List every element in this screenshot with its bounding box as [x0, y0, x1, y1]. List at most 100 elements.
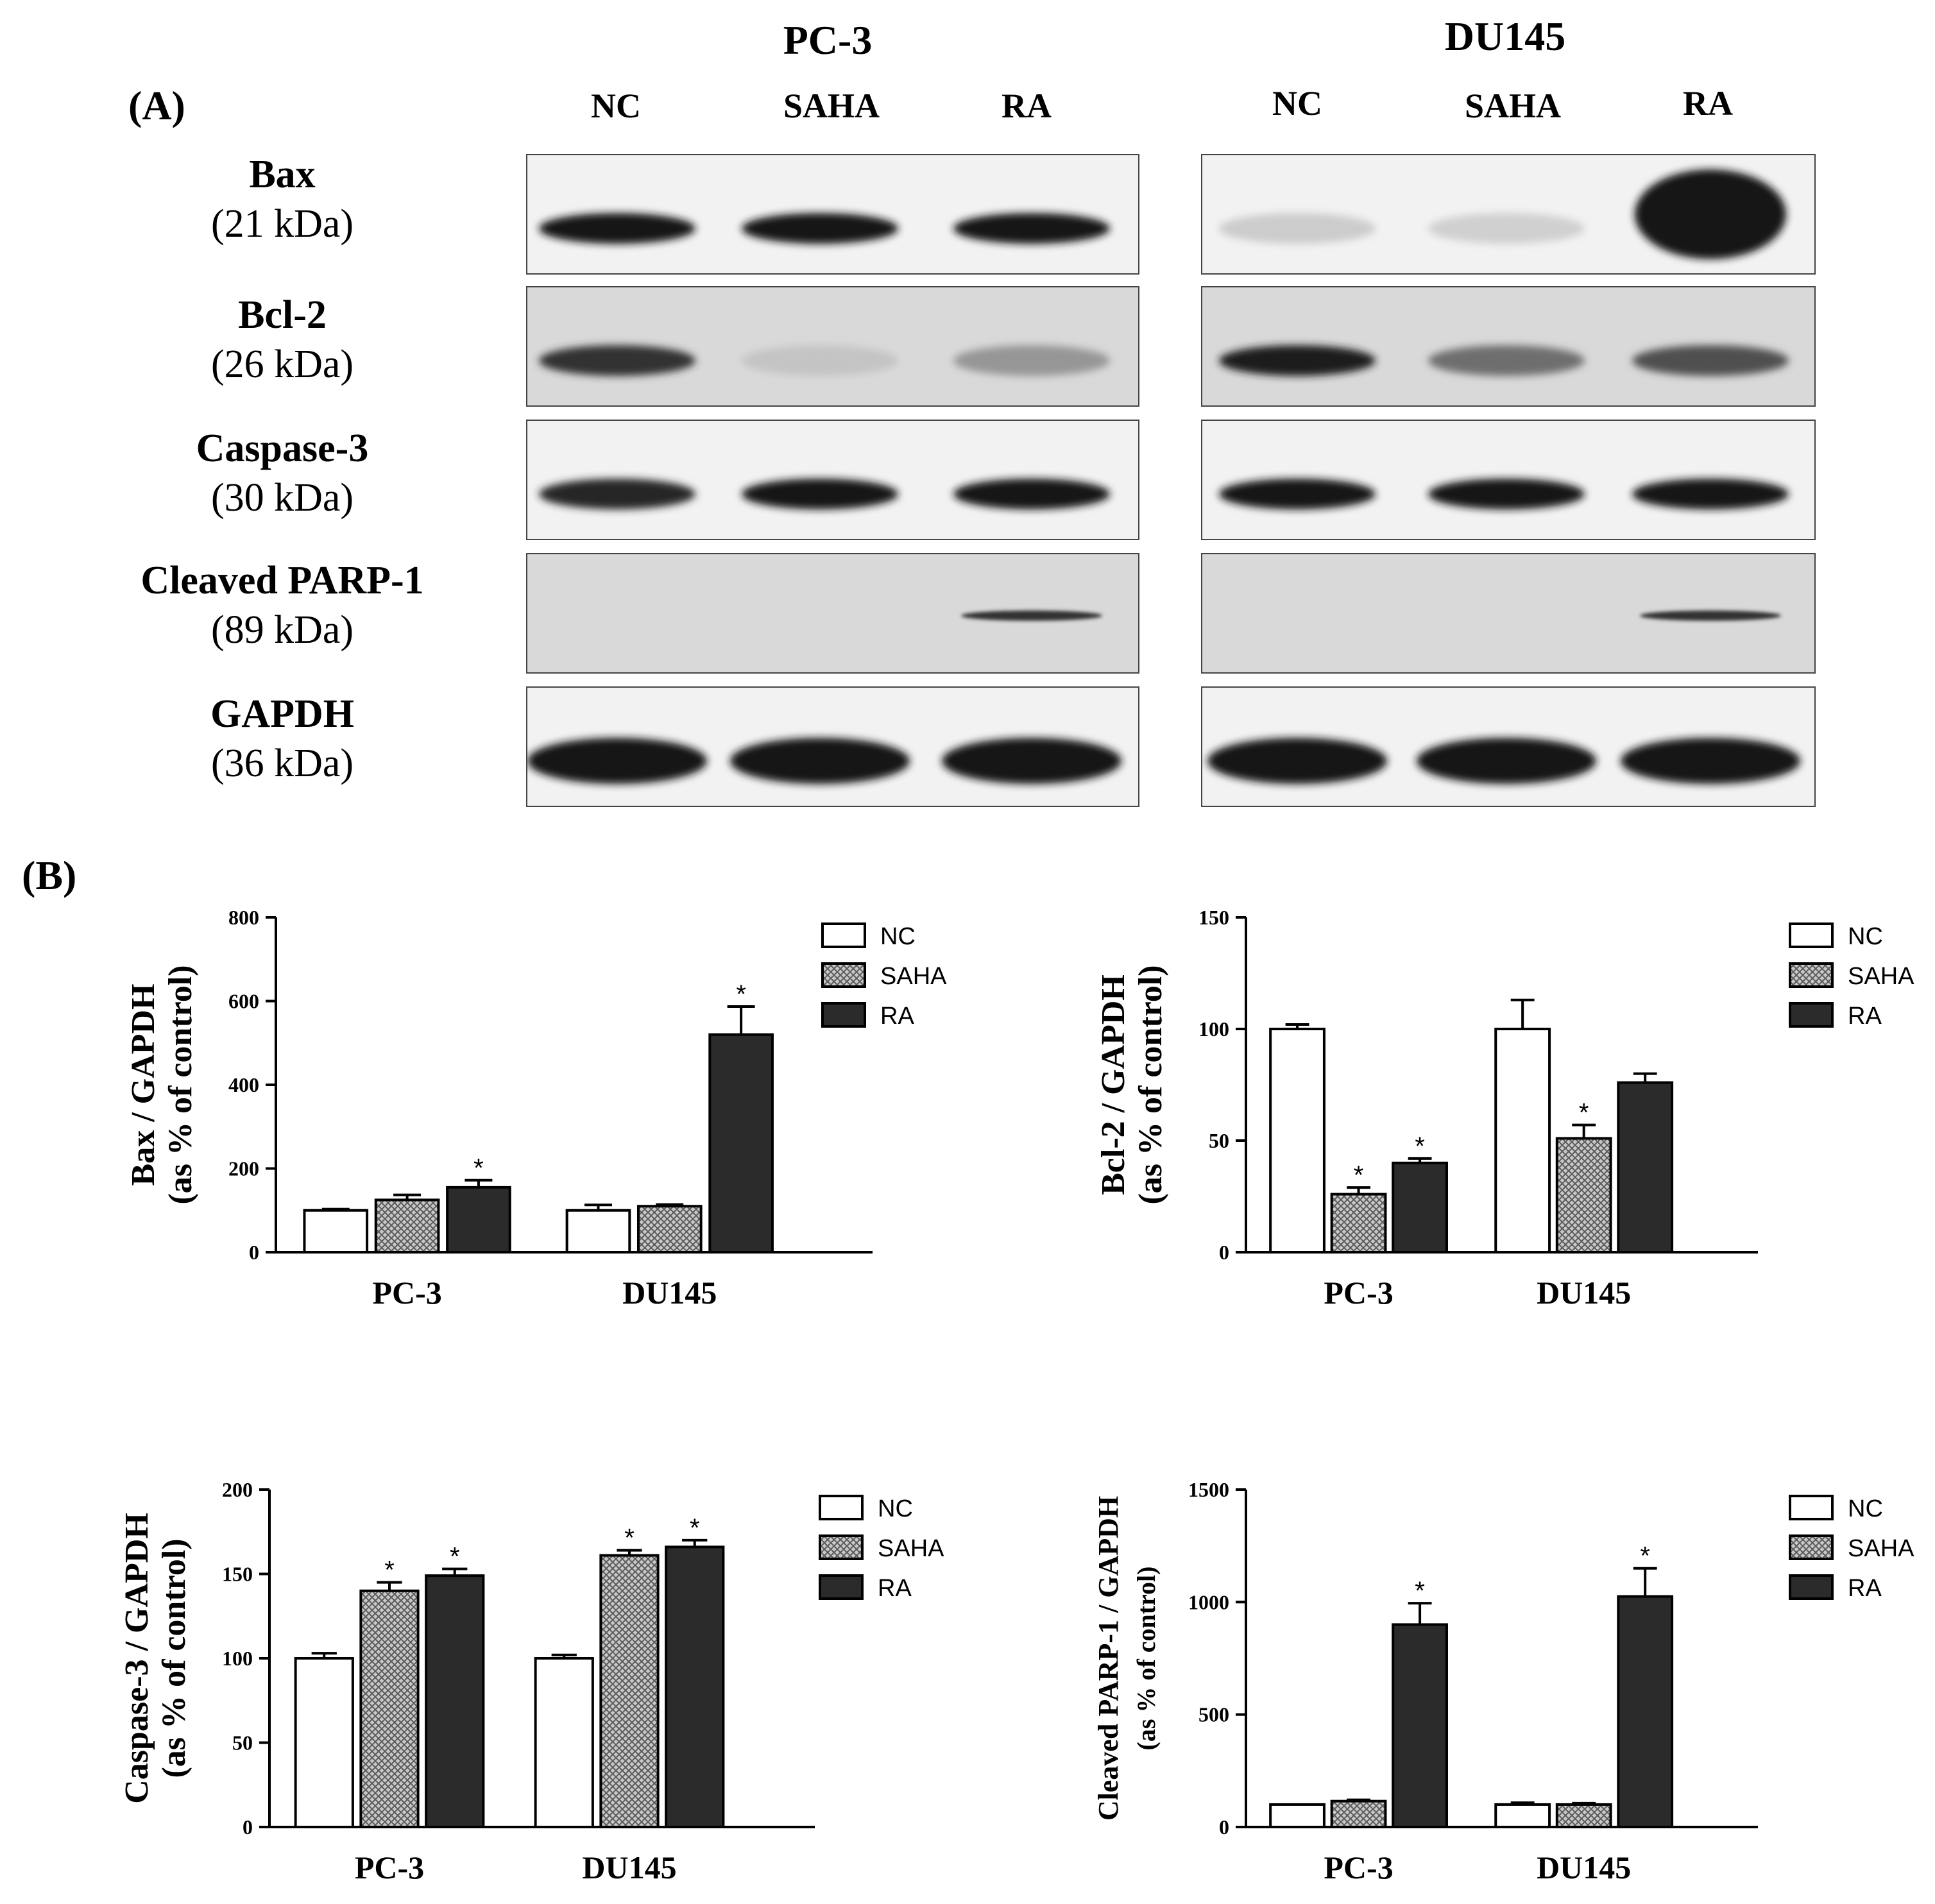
blot-pc3-bax	[526, 154, 1139, 275]
legend-label-ra: RA	[880, 1003, 914, 1030]
band-ra	[961, 610, 1102, 621]
blot-pc3-bcl2	[526, 286, 1139, 407]
y-axis-label: (as % of control)	[162, 965, 199, 1204]
bar-saha-pc3	[374, 1198, 440, 1254]
y-tick-label: 100	[1198, 1017, 1229, 1041]
band-nc	[539, 213, 695, 244]
y-tick-label: 100	[222, 1647, 253, 1670]
protein-name: Caspase-3	[196, 427, 369, 470]
significance-asterisk: *	[624, 1524, 635, 1552]
legend-label-saha: SAHA	[1848, 1535, 1914, 1562]
lane-label-du145-ra: RA	[1683, 84, 1733, 123]
y-axis-label: (as % of control)	[1132, 1567, 1161, 1751]
chart-4: 0 500 1000 1500 Cleaved PARP-1 / GAPDH (as % …	[1093, 1478, 1914, 1885]
band-saha	[730, 738, 910, 785]
y-axis-label: (as % of control)	[156, 1538, 192, 1778]
y-tick-label: 1500	[1188, 1478, 1229, 1501]
cell-line-title-pc3: PC-3	[783, 17, 873, 63]
legend-swatch-ra	[819, 1574, 864, 1600]
y-axis-label: Caspase-3 / GAPDH	[119, 1513, 155, 1804]
y-tick-label: 600	[228, 990, 259, 1013]
bar-ra-pc3	[1392, 1161, 1448, 1254]
y-tick-label: 400	[228, 1073, 259, 1096]
legend-label-ra: RA	[1848, 1003, 1882, 1030]
y-tick-label: 150	[1198, 906, 1229, 929]
legend-label-saha: SAHA	[1848, 963, 1914, 990]
x-tick-label: PC-3	[355, 1849, 424, 1885]
y-tick-label: 150	[222, 1563, 253, 1586]
y-axis-label: (as % of control)	[1132, 965, 1169, 1204]
bar-nc-du145	[1494, 1028, 1551, 1254]
y-axis-label: Bax / GAPDH	[125, 984, 162, 1186]
legend-label-saha: SAHA	[878, 1535, 944, 1562]
legend-swatch-saha	[819, 1534, 864, 1560]
protein-kda: (36 kDa)	[210, 742, 354, 785]
significance-asterisk: *	[690, 1514, 700, 1542]
bar-saha-du145	[1555, 1803, 1612, 1829]
y-tick-label: 200	[222, 1478, 253, 1501]
band-ra	[953, 479, 1110, 510]
protein-kda: (89 kDa)	[210, 608, 354, 652]
bar-nc-pc3	[1269, 1803, 1326, 1829]
blot-du145-cleaved-parp1	[1201, 553, 1816, 674]
band-ra	[953, 213, 1110, 244]
significance-asterisk: *	[473, 1154, 484, 1182]
band-nc	[1219, 213, 1376, 244]
y-tick-label: 0	[243, 1815, 253, 1839]
y-axis-label: Bcl-2 / GAPDH	[1095, 974, 1132, 1195]
legend-swatch-ra	[1789, 1574, 1834, 1600]
bar-nc-du145	[534, 1657, 594, 1828]
legend-swatch-nc	[819, 1495, 864, 1520]
x-tick-label: DU145	[582, 1849, 676, 1885]
panel-b-label: (B)	[22, 853, 77, 898]
blot-pc3-caspase3	[526, 420, 1139, 540]
bar-nc-du145	[1494, 1803, 1551, 1829]
band-saha	[742, 213, 898, 244]
band-ra	[942, 738, 1121, 785]
bar-saha-du145	[599, 1554, 660, 1829]
band-ra	[1632, 345, 1789, 377]
significance-asterisk: *	[1354, 1161, 1364, 1189]
bar-saha-pc3	[359, 1589, 420, 1829]
legend-label-nc: NC	[880, 923, 916, 950]
band-nc	[1219, 345, 1376, 377]
y-tick-label: 1000	[1188, 1590, 1229, 1613]
lane-label-pc3-saha: SAHA	[783, 87, 880, 125]
bar-ra-du145	[708, 1033, 774, 1254]
y-tick-label: 500	[1198, 1703, 1229, 1726]
bar-nc-pc3	[294, 1657, 354, 1828]
bar-saha-pc3	[1330, 1193, 1387, 1254]
bar-ra-du145	[1617, 1081, 1674, 1254]
bar-ra-du145	[1617, 1595, 1674, 1828]
legend-label-nc: NC	[878, 1495, 913, 1522]
y-axis-label: Cleaved PARP-1 / GAPDH	[1093, 1496, 1124, 1821]
band-ra	[1621, 738, 1800, 785]
legend-swatch-saha	[821, 962, 866, 988]
x-tick-label: PC-3	[1324, 1275, 1393, 1311]
band-saha	[1428, 345, 1585, 377]
blot-pc3-cleaved-parp1	[526, 553, 1139, 674]
bar-ra-pc3	[446, 1186, 511, 1254]
legend-label-ra: RA	[1848, 1575, 1882, 1602]
band-nc	[1207, 738, 1387, 785]
bar-nc-pc3	[303, 1209, 369, 1254]
protein-label-gapdh: GAPDH (36 kDa)	[38, 690, 526, 789]
legend-swatch-ra	[1789, 1002, 1834, 1028]
lane-label-pc3-ra: RA	[1002, 87, 1052, 125]
x-tick-label: PC-3	[1324, 1849, 1393, 1885]
lane-label-pc3-nc: NC	[591, 87, 641, 125]
x-tick-label: DU145	[1537, 1275, 1631, 1311]
band-ra	[1635, 169, 1786, 259]
protein-kda: (26 kDa)	[210, 343, 354, 386]
bar-nc-pc3	[1269, 1028, 1326, 1254]
band-saha	[1428, 213, 1585, 244]
protein-name: Bcl-2	[238, 293, 327, 337]
bar-saha-pc3	[1330, 1799, 1387, 1829]
legend-swatch-saha	[1789, 1534, 1834, 1560]
protein-name: Cleaved PARP-1	[141, 559, 424, 602]
significance-asterisk: *	[1640, 1542, 1650, 1570]
y-tick-label: 0	[1219, 1241, 1229, 1264]
legend-label-nc: NC	[1848, 923, 1883, 950]
protein-kda: (30 kDa)	[210, 476, 354, 520]
chart-1: 0 200 400 600 800 Bax / GAPDH (as % of control…	[125, 906, 947, 1311]
